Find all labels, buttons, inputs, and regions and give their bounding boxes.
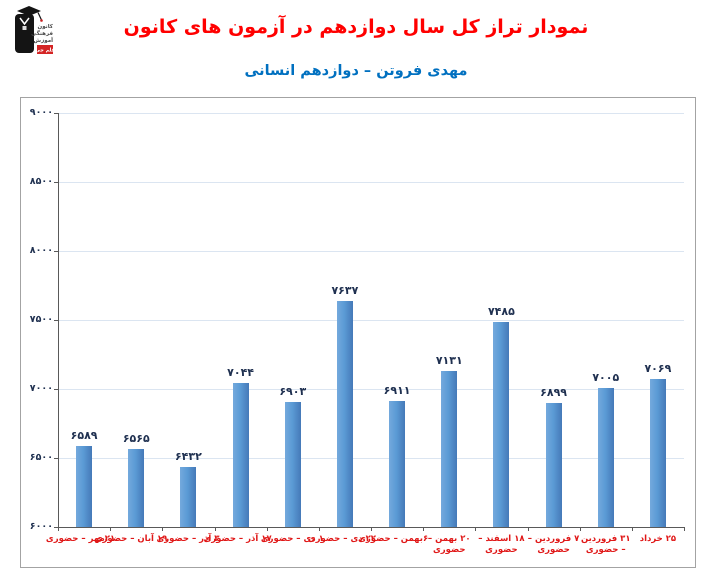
y-axis-tick: [54, 389, 58, 390]
x-axis-tick: [527, 527, 529, 531]
bar-value-label: ۷۴۸۵: [487, 305, 515, 319]
gridline: [58, 389, 684, 390]
x-category-label: ۱۹ آبان – حضوری: [94, 534, 168, 544]
y-axis-tick-label: ۸۰۰۰: [29, 245, 53, 256]
x-axis-tick: [684, 527, 685, 531]
y-axis-tick-label: ۷۰۰۰: [29, 383, 53, 394]
y-axis-tick-label: ۶۵۰۰: [29, 452, 53, 463]
bar: [441, 370, 458, 527]
bar: [649, 379, 666, 527]
y-axis-tick-label: ۹۰۰۰: [29, 107, 53, 118]
bar-value-label: ۷۰۰۵: [592, 371, 620, 385]
kanoon-logo: کانون فرهنگی آموزش قلم چی: [8, 4, 55, 56]
x-category-label: ۲۵ خرداد: [639, 534, 677, 544]
y-axis-tick-label: ۷۵۰۰: [29, 314, 53, 325]
y-axis-tick: [54, 113, 58, 114]
x-category-label: ۳ آذر – حضوری: [156, 534, 220, 544]
chart-title: نمودار تراز کل سال دوازدهم در آزمون های …: [123, 16, 589, 38]
x-axis-tick: [475, 527, 477, 531]
y-axis-tick: [54, 320, 58, 321]
x-category-label: ۱۸ اسفند – حضوری: [478, 534, 525, 555]
bar-value-label: ۶۵۸۹: [70, 428, 98, 442]
bar: [180, 467, 197, 527]
y-axis-tick: [54, 182, 58, 183]
bar: [389, 401, 406, 527]
kanoon-logo-icon: کانون فرهنگی آموزش قلم چی: [15, 6, 55, 54]
bar-value-label: ۷۶۳۷: [331, 284, 359, 298]
x-category-label: ۱۷ آذر – حضوری: [203, 534, 272, 544]
bar-value-label: ۷۰۶۹: [644, 362, 672, 376]
x-axis-tick: [266, 527, 268, 531]
bar: [597, 388, 614, 527]
bar: [545, 402, 562, 527]
bar-value-label: ۷۰۴۴: [227, 365, 254, 379]
logo-text-line-3: آموزش: [34, 36, 54, 44]
bar: [336, 301, 353, 527]
logo-text-line-2: فرهنگی: [31, 30, 53, 37]
y-axis-tick: [54, 251, 58, 252]
bar: [493, 322, 510, 527]
logo-badge-text: قلم چی: [35, 48, 54, 54]
chart-panel: ۶۰۰۰ ۶۵۰۰ ۷۰۰۰ ۷۵۰۰ ۸۰۰۰ ۸۵۰۰ ۹۰۰۰ ۶۵۸۹ ۲۱مهر – …: [20, 97, 696, 568]
x-category-label: ۱ دی – حضوری: [260, 534, 324, 544]
bar-value-label: ۶۸۹۹: [540, 385, 567, 399]
gridline: [58, 320, 684, 321]
x-category-label: ۲۱مهر – حضوری: [45, 534, 116, 544]
y-axis-tick-label: ۶۰۰۰: [29, 521, 53, 532]
chart-subtitle: مهدی فروتن – دوازدهم انسانی: [244, 63, 468, 79]
x-axis-tick: [371, 527, 372, 531]
gridline: [58, 113, 684, 114]
gridline: [58, 182, 684, 183]
x-category-label: ۳۱ فروردین – حضوری: [580, 534, 631, 555]
bar-value-label: ۶۴۳۲: [174, 450, 202, 464]
bar-value-label: ۶۵۶۵: [122, 432, 150, 446]
bar: [128, 449, 145, 527]
x-category-label: ۲۰ بهمن – حضوری: [427, 534, 471, 555]
x-axis-tick: [579, 527, 581, 531]
x-category-label: ۷ فروردین – حضوری: [527, 534, 580, 555]
x-axis-tick: [214, 527, 216, 531]
bar-value-label: ۶۹۱۱: [383, 384, 411, 398]
y-axis-tick: [54, 458, 58, 459]
y-axis-line: [58, 113, 59, 527]
gridline: [58, 458, 684, 459]
gridline: [58, 251, 684, 252]
x-axis-tick: [318, 527, 320, 531]
logo-text-line-1: کانون: [38, 23, 54, 30]
x-axis-tick: [58, 527, 59, 531]
x-category-label: ۲۲ دی – حضوری: [307, 534, 376, 544]
bar-value-label: ۶۹۰۳: [279, 385, 307, 399]
x-axis-tick: [631, 527, 633, 531]
bar: [76, 445, 93, 527]
bar: [284, 402, 301, 527]
x-axis-tick: [423, 527, 425, 531]
x-axis-tick: [162, 527, 164, 531]
y-axis-tick-label: ۸۵۰۰: [29, 176, 53, 187]
y-axis-tick: [54, 527, 58, 528]
x-category-label: ۶بهمن – حضوری: [358, 534, 429, 544]
x-axis-tick: [110, 527, 112, 531]
bar-value-label: ۷۱۳۱: [435, 353, 463, 367]
bar: [232, 382, 249, 527]
